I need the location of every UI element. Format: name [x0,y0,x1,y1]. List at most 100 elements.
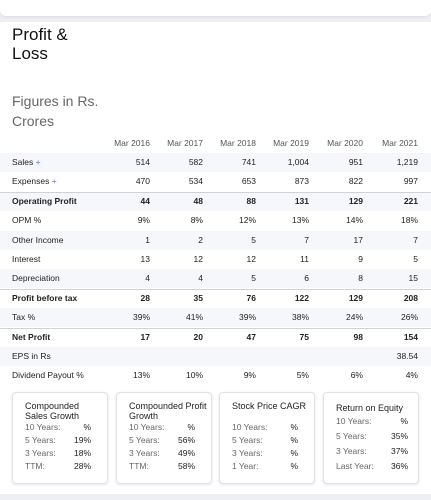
cell-value: 39% [238,312,256,323]
expand-toggle[interactable]: + [35,157,41,167]
stat-box: Return on Equity 10 Years:% 5 Years: 35% 3 Y… [323,392,419,484]
box-row-label: 3 Years: [232,448,263,458]
label-text: Expenses [12,176,50,187]
cell-value: 6 [304,273,309,284]
label-text: Other Income [12,234,64,245]
box-row-value: % [290,448,298,458]
row-background [0,308,431,328]
cell-value: 154 [403,331,418,342]
box-row-label: 1 Year: [232,461,259,471]
cell-value: 48 [193,195,203,206]
box-row-value: 37% [390,446,408,456]
row-background [0,230,431,250]
box-row-label: 5 Years: [25,435,56,445]
cell-value: 11 [300,254,309,264]
row-label: EPS in Rs [12,347,51,366]
box-row-value: 36% [390,461,408,471]
row-background [0,153,431,172]
cell-value: 1,004 [287,157,309,167]
row-background [0,347,431,366]
cell-value: 47 [246,331,256,342]
box-row-value: 35% [390,431,408,441]
cell-value: 35 [193,292,203,303]
cell-value: 12 [193,254,203,264]
box-title: Compounded Sales Growth [25,401,80,421]
box-row-label: 10 Years: [25,422,61,432]
row-label: OPM % [12,211,41,230]
column-header: Mar 2017 [167,138,203,148]
cell-value: 12% [238,215,256,226]
row-label: Other Income [12,231,64,250]
row-label: Depreciation [12,269,60,288]
row-label: Operating Profit [12,192,77,211]
cell-value: 7 [304,234,309,245]
stat-box: Stock Price CAGR 10 Years:% 5 Years:% 3 Yea… [219,392,315,484]
row-label: Dividend Payout % [12,366,84,385]
cell-value: 470 [135,176,150,187]
cell-value: 741 [241,157,256,167]
cell-value: 20 [193,331,203,342]
cell-value: 9% [243,370,256,381]
box-title: Return on Equity [336,403,404,413]
cell-value: 38% [291,312,309,323]
box-row-value: 49% [177,448,195,458]
row-background [0,191,431,211]
cell-value: 2 [198,234,203,245]
cell-value: 534 [188,176,203,187]
cell-value: 12 [246,254,256,264]
box-row-value: 18% [73,448,91,458]
cell-value: 76 [246,292,256,303]
box-row-label: 5 Years: [336,431,367,441]
label-text: Dividend Payout % [12,370,84,381]
cell-value: 14% [345,215,363,226]
cell-value: 38.54 [396,351,418,361]
cell-value: 822 [348,176,363,187]
box-row-value: 19% [73,435,91,445]
box-row-label: 3 Years: [129,448,160,458]
label-text: Depreciation [12,273,60,284]
column-header: Mar 2016 [114,138,150,148]
cell-value: 28 [140,292,150,303]
cell-value: 13% [132,370,150,381]
box-row-value: 28% [73,461,91,471]
cell-value: 98 [353,331,363,342]
cell-value: 88 [246,195,256,206]
box-row-label: 10 Years: [129,422,165,432]
box-row-label: 10 Years: [336,416,372,426]
box-row-label: 10 Years: [232,422,268,432]
box-row-value: % [187,422,195,432]
cell-value: 129 [348,195,363,206]
column-header: Mar 2019 [273,138,309,148]
cell-value: 10% [185,370,203,381]
cell-value: 951 [348,157,363,167]
cell-value: 221 [403,195,418,206]
label-text: Operating Profit [12,195,77,206]
cell-value: 4% [405,370,418,381]
cell-value: 514 [135,157,150,167]
box-title: Stock Price CAGR [232,401,307,411]
cell-value: 122 [294,292,309,303]
cell-value: 1,219 [396,157,418,167]
cell-value: 13 [140,254,150,264]
row-label: Net Profit [12,328,50,347]
column-header: Mar 2018 [220,138,256,148]
label-text: Interest [12,254,41,264]
cell-value: 15 [408,273,418,284]
cell-value: 997 [403,176,418,187]
box-row-label: 3 Years: [25,448,56,458]
column-header: Mar 2021 [382,138,418,148]
row-label: Tax % [12,308,35,327]
label-text: Profit before tax [12,292,78,303]
row-divider [0,288,431,290]
stat-box: Compounded Profit Growth 10 Years:% 5 Year… [116,392,212,484]
box-row-value: % [83,422,91,432]
box-row-value: % [290,422,298,432]
cell-value: 582 [188,157,203,167]
row-label: Sales + [12,153,41,172]
row-background [0,269,431,289]
title: Profit & Loss [12,25,68,63]
expand-toggle[interactable]: + [51,176,57,187]
box-row-label: Last Year: [336,461,374,471]
cell-value: 44 [140,195,150,206]
cell-value: 5 [251,234,256,245]
